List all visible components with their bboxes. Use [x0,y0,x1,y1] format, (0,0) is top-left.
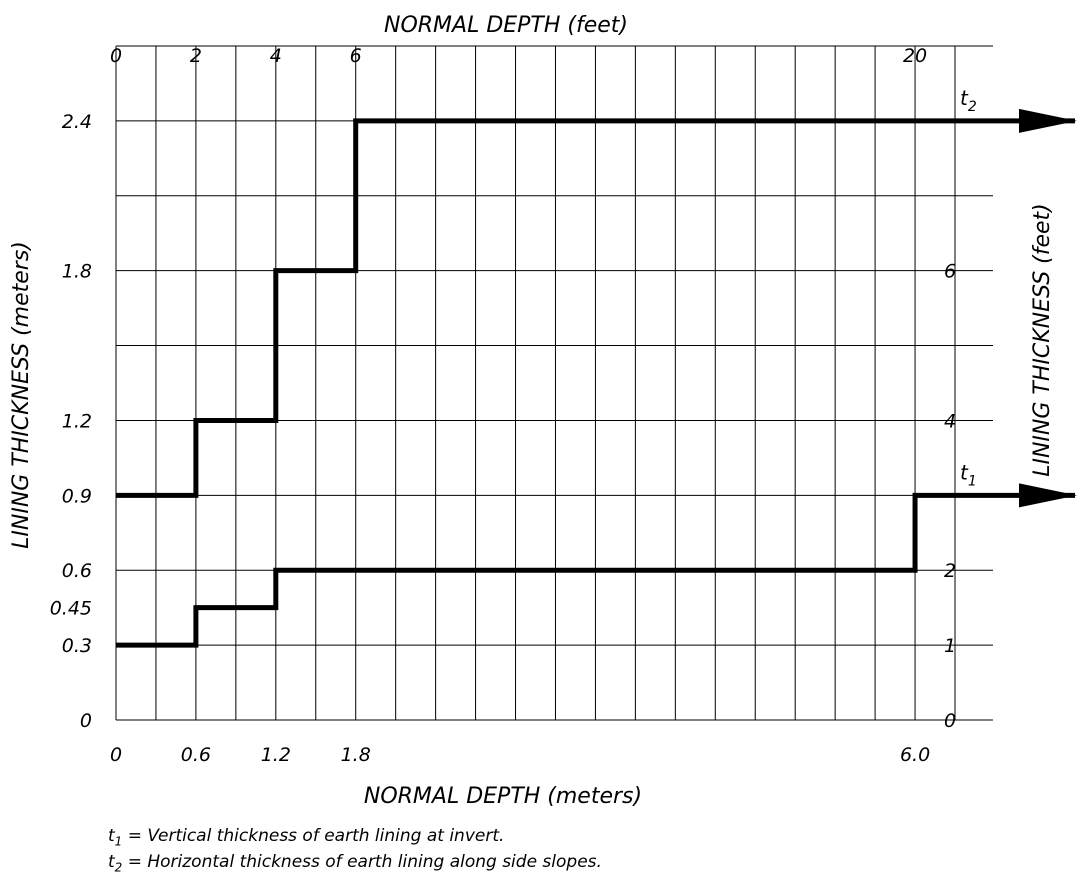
series-line-t1 [116,483,1077,648]
y-tick-label-right: 4 [944,410,956,432]
note-symbol: t [108,826,115,846]
tick-labels: 0 0.6 1.2 1.8 6.00 2 4 6 2000.30.450.60.91.21.82… [50,45,956,766]
note-text: = Horizontal thickness of earth lining a… [127,852,602,872]
note-symbol: t [108,852,115,872]
x-tick-label-top: 6 [350,45,362,67]
x-tick-label-bottom: 0.6 [181,744,211,766]
y-tick-label-left: 0 [80,710,92,732]
y-axis-title-left: LINING THICKNESS (meters) [9,241,34,549]
y-axis-title-right: LINING THICKNESS (feet) [1030,203,1055,477]
x-axis-title-top: NORMAL DEPTH (feet) [384,13,628,38]
series-label-symbol: t [960,86,969,110]
x-tick-label-top: 0 [110,45,122,67]
y-tick-label-left: 1.2 [62,410,92,432]
series-label-t2: t2 [960,86,977,115]
x-tick-label-bottom: 0 [110,744,122,766]
grid [115,45,993,721]
legend-note-t1: t1 = Vertical thickness of earth lining … [108,826,504,848]
note-subscript: 1 [114,834,123,849]
series-label-symbol: t [960,460,969,484]
note-subscript: 2 [114,860,123,875]
note-text: = Vertical thickness of earth lining at … [127,826,505,846]
x-tick-label-bottom: 6.0 [900,744,930,766]
x-tick-label-bottom: 1.2 [261,744,291,766]
series-label-t1: t1 [960,460,977,489]
y-tick-label-left: 0.9 [62,485,92,507]
y-tick-label-right: 2 [944,560,956,582]
y-tick-label-left: 0.6 [62,560,92,582]
series-label-subscript: 1 [968,473,977,489]
y-tick-label-left: 0.3 [62,635,92,657]
x-tick-label-top: 2 [190,45,202,67]
y-tick-label-left: 1.8 [62,261,92,283]
legend-note-t2: t2 = Horizontal thickness of earth linin… [108,852,602,874]
series-label-subscript: 2 [968,99,977,115]
y-tick-label-left: 2.4 [62,111,92,133]
x-tick-label-top: 4 [270,45,282,67]
y-tick-label-right: 6 [944,261,956,283]
y-tick-label-left: 0.45 [50,598,92,620]
y-tick-label-right: 0 [944,710,956,732]
x-tick-label-top: 20 [903,45,927,67]
x-axis-title-bottom: NORMAL DEPTH (meters) [364,784,642,809]
series-line-t2 [116,108,1077,498]
y-tick-label-right: 1 [944,635,956,657]
x-tick-label-bottom: 1.8 [341,744,371,766]
